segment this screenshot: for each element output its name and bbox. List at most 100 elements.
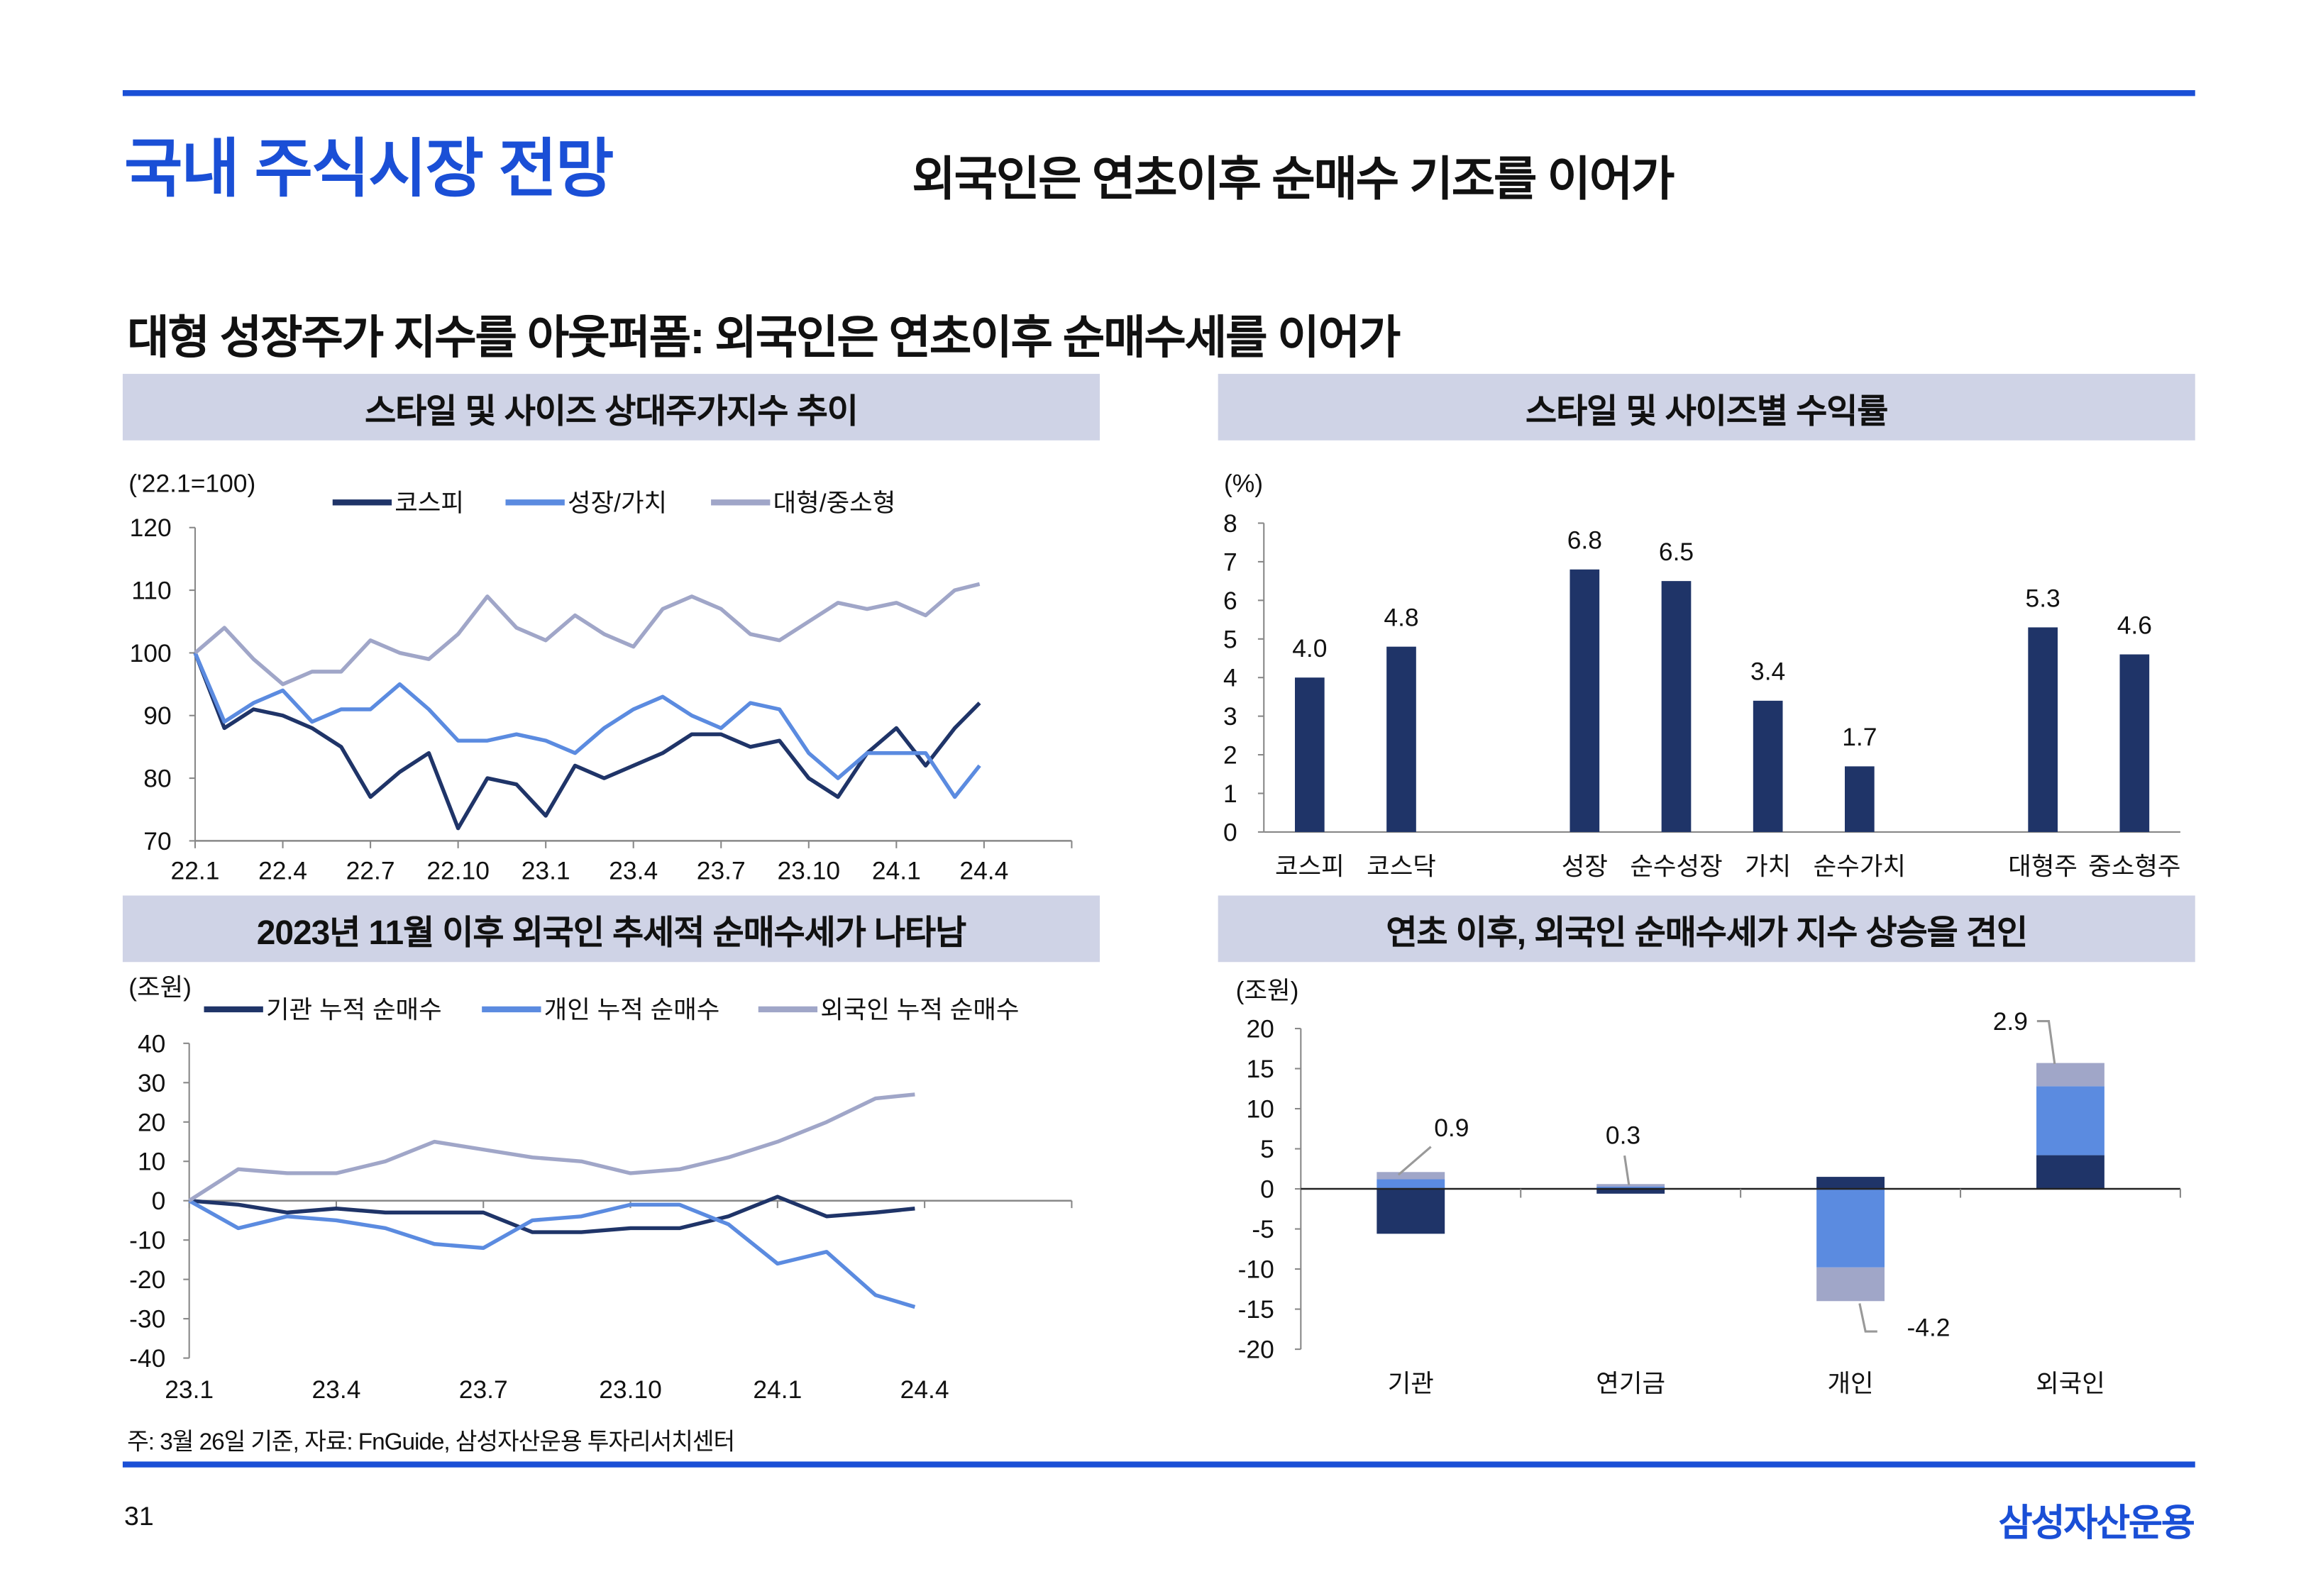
y-tick-label: 3: [1223, 702, 1237, 731]
unit-label: (%): [1224, 470, 1263, 498]
legend-label: 외국인 누적 순매수: [820, 995, 1019, 1024]
category-label: 중소형주: [2088, 852, 2180, 880]
y-tick-label: 90: [143, 702, 171, 730]
x-tick-label: 24.1: [753, 1375, 802, 1404]
category-label: 코스피: [1275, 852, 1345, 880]
legend-label: 개인 누적 순매수: [544, 995, 720, 1024]
y-tick-label: 7: [1223, 548, 1237, 576]
footnote: 주: 3월 26일 기준, 자료: FnGuide, 삼성자산운용 투자리서치센…: [127, 1430, 735, 1456]
panel-header-returns: 스타일 및 사이즈별 수익률: [1218, 374, 2195, 440]
unit-label: (조원): [128, 973, 192, 1002]
x-tick-label: 23.10: [777, 857, 840, 885]
x-tick-label: 22.4: [258, 857, 307, 885]
y-tick-label: 20: [138, 1108, 165, 1136]
series-line-0: [193, 652, 981, 831]
series-line-0: [189, 1195, 915, 1234]
y-tick-label: -10: [129, 1226, 165, 1255]
y-tick-label: 20: [1246, 1014, 1274, 1043]
series-line-1: [193, 652, 981, 799]
leader-line: [1623, 1155, 1631, 1186]
annotation-label: 2.9: [1993, 1007, 2028, 1036]
unit-label: ('22.1=100): [128, 470, 255, 498]
bar-value-label: 4.0: [1292, 634, 1327, 663]
stacked-bar-segment: [2036, 1063, 2104, 1087]
stacked-bar-segment: [1596, 1186, 1665, 1190]
bar-value-label: 6.5: [1659, 538, 1694, 566]
y-tick-label: 2: [1223, 741, 1237, 770]
y-tick-label: 110: [131, 577, 171, 605]
bar-value-label: 6.8: [1567, 526, 1602, 555]
y-tick-label: 6: [1223, 587, 1237, 615]
stacked-bar-segment: [2036, 1086, 2104, 1156]
x-tick-label: 22.7: [346, 857, 395, 885]
y-tick-label: 5: [1260, 1135, 1274, 1163]
stacked-bar-segment: [1816, 1267, 1885, 1302]
leader-line: [1858, 1303, 1877, 1333]
y-tick-label: 0: [1260, 1175, 1274, 1204]
y-tick-label: -5: [1252, 1215, 1274, 1243]
y-tick-label: 4: [1223, 664, 1237, 692]
y-tick-label: -30: [129, 1305, 165, 1334]
page-subtitle: 외국인은 연초이후 순매수 기조를 이어가: [912, 152, 1675, 206]
category-label: 대형주: [2008, 852, 2078, 880]
y-tick-label: 100: [130, 639, 172, 667]
panel-header-cumulative-net-buy: 2023년 11월 이후 외국인 추세적 순매수세가 나타남: [122, 895, 1100, 963]
category-label: 순수성장: [1630, 852, 1722, 880]
y-tick-label: 40: [138, 1029, 165, 1058]
y-tick-label: -20: [1238, 1336, 1274, 1364]
x-tick-label: 24.1: [872, 857, 921, 885]
stacked-bar-segment: [1377, 1172, 1445, 1180]
category-label: 개인: [1827, 1369, 1873, 1397]
y-tick-label: 0: [152, 1187, 166, 1215]
annotation-label: 0.9: [1434, 1114, 1469, 1142]
category-label: 외국인: [2036, 1369, 2105, 1397]
bar-4: [1753, 700, 1783, 832]
x-tick-label: 23.10: [599, 1375, 662, 1404]
company-logo: 삼성자산운용: [1998, 1502, 2195, 1545]
x-tick-label: 23.7: [697, 857, 746, 885]
legend-label: 성장/가치: [568, 489, 667, 517]
x-tick-label: 23.1: [165, 1375, 214, 1404]
bar-value-label: 5.3: [2026, 584, 2060, 612]
bar-2: [1569, 569, 1600, 832]
y-tick-label: 1: [1223, 780, 1237, 808]
bar-5: [1844, 766, 1875, 832]
y-tick-label: 5: [1223, 625, 1237, 653]
x-tick-label: 23.4: [311, 1375, 360, 1404]
bar-value-label: 3.4: [1750, 658, 1785, 686]
stacked-bar-segment: [1596, 1189, 1665, 1194]
legend-label: 기관 누적 순매수: [266, 995, 442, 1024]
page-title: 국내 주식시장 전망: [123, 134, 614, 206]
x-tick-label: 22.1: [171, 857, 220, 885]
y-tick-label: -20: [129, 1265, 165, 1294]
page-number: 31: [123, 1501, 154, 1531]
x-tick-label: 24.4: [900, 1375, 949, 1404]
stacked-bar-segment: [1816, 1189, 1885, 1268]
y-tick-label: -10: [1238, 1256, 1274, 1284]
stacked-bar-segment: [1377, 1189, 1445, 1234]
stacked-bar-segment: [1377, 1179, 1445, 1190]
category-label: 기관: [1388, 1369, 1434, 1397]
legend-label: 코스피: [395, 489, 464, 517]
bar-0: [1294, 677, 1325, 832]
leader-line: [2036, 1020, 2056, 1065]
y-tick-label: 80: [143, 765, 171, 793]
bar-value-label: 4.8: [1384, 603, 1418, 631]
panel-header-ytd-net-buy: 연초 이후, 외국인 순매수세가 지수 상승을 견인: [1218, 895, 2195, 963]
x-tick-label: 23.4: [609, 857, 658, 885]
annotation-label: 0.3: [1606, 1121, 1640, 1149]
y-tick-label: -15: [1238, 1295, 1274, 1324]
annotation-label: -4.2: [1907, 1313, 1950, 1341]
bar-1: [1386, 646, 1416, 832]
y-tick-label: 10: [1246, 1095, 1274, 1124]
category-label: 성장: [1562, 852, 1608, 880]
series-line-2: [194, 582, 981, 687]
stacked-bar-segment: [2036, 1155, 2104, 1190]
y-tick-label: 70: [143, 827, 171, 855]
x-tick-label: 23.1: [522, 857, 570, 885]
category-label: 코스닥: [1367, 852, 1436, 880]
bar-value-label: 1.7: [1842, 723, 1877, 751]
category-label: 가치: [1745, 852, 1791, 880]
